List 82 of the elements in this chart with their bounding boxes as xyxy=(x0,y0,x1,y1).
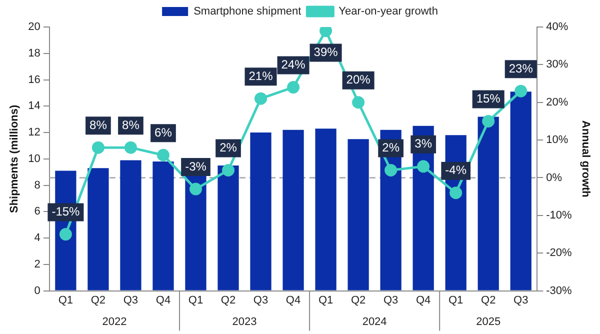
point xyxy=(482,114,495,128)
y2-tick-label: -30% xyxy=(546,284,572,297)
bar xyxy=(250,132,272,290)
data-label: -4% xyxy=(445,163,467,178)
x-tick-label: Q3 xyxy=(383,294,398,306)
point xyxy=(287,81,300,94)
x-tick-label: Q2 xyxy=(481,294,496,306)
bar xyxy=(478,116,499,290)
point xyxy=(320,27,332,38)
bar xyxy=(88,168,109,290)
y2-tick-label: 10% xyxy=(546,134,568,146)
bar xyxy=(510,92,532,290)
data-label: 21% xyxy=(248,68,274,83)
point xyxy=(417,160,430,173)
point xyxy=(254,92,268,105)
x-tick-label: Q2 xyxy=(350,294,366,306)
text: 2023 xyxy=(232,316,257,328)
point xyxy=(59,228,72,241)
y2-tick-label: -10% xyxy=(546,209,572,222)
data-label: 24% xyxy=(281,58,306,72)
y-tick-label: 18 xyxy=(28,47,40,60)
bar xyxy=(282,130,304,290)
data-label: 23% xyxy=(508,61,534,76)
data-label: 39% xyxy=(314,45,338,60)
text: 2022 xyxy=(102,316,127,328)
x-tick-label: Q2 xyxy=(220,294,236,306)
y-tick-label: 20 xyxy=(28,21,40,34)
x-tick-label: Q4 xyxy=(156,294,171,306)
text: 2025 xyxy=(476,316,501,328)
point xyxy=(450,186,462,200)
y-tick-label: 10 xyxy=(28,152,40,165)
x-tick-label: Q3 xyxy=(514,294,528,306)
point xyxy=(384,164,398,176)
y-axis-title: Shipments (millions) xyxy=(8,104,21,213)
y-tick-label: 16 xyxy=(28,74,40,86)
y-tick-label: 6 xyxy=(34,206,40,218)
point xyxy=(189,182,202,196)
data-label: 20% xyxy=(346,72,371,87)
legend-label: Smartphone shipment xyxy=(194,6,302,18)
text: 2024 xyxy=(362,316,387,328)
data-label: 3% xyxy=(414,136,432,151)
x-tick-label: Q3 xyxy=(253,294,268,306)
x-tick-label: Q4 xyxy=(416,294,431,306)
y-tick-label: 14 xyxy=(28,100,40,112)
bar xyxy=(152,162,174,290)
x-tick-label: Q1 xyxy=(448,294,464,306)
data-label: -3% xyxy=(185,159,207,174)
point xyxy=(352,96,365,109)
data-label: 2% xyxy=(220,140,238,155)
y2-tick-label: 30% xyxy=(546,58,568,71)
x-tick-label: Q2 xyxy=(90,294,106,306)
y2-axis-title: Annual growth xyxy=(579,120,592,198)
y-tick-label: 0 xyxy=(34,284,40,297)
x-tick-label: Q1 xyxy=(58,294,74,306)
data-label: -15% xyxy=(52,204,80,219)
bar xyxy=(218,165,239,290)
data-label: 15% xyxy=(476,92,501,106)
y2-tick-label: 40% xyxy=(546,21,568,34)
point xyxy=(92,141,104,154)
data-label: 8% xyxy=(90,118,108,132)
data-label: 8% xyxy=(122,118,140,132)
point xyxy=(124,141,137,154)
y-tick-label: 8 xyxy=(34,179,40,192)
bar xyxy=(120,160,142,290)
y2-tick-label: -20% xyxy=(546,247,572,260)
point xyxy=(514,84,528,98)
y-tick-label: 12 xyxy=(28,126,40,139)
y-tick-label: 4 xyxy=(34,232,40,244)
data-label: 6% xyxy=(154,125,172,140)
bar xyxy=(315,128,336,290)
y-tick-label: 2 xyxy=(34,258,40,270)
x-tick-label: Q1 xyxy=(318,294,334,306)
x-tick-label: Q4 xyxy=(286,294,301,306)
bar xyxy=(348,139,369,290)
data-label: 2% xyxy=(382,140,400,155)
x-tick-label: Q1 xyxy=(188,294,204,306)
point xyxy=(222,164,235,176)
legend-label: Year-on-year growth xyxy=(338,6,438,18)
x-tick-label: Q3 xyxy=(123,294,138,306)
y2-tick-label: 20% xyxy=(546,96,568,108)
point xyxy=(156,148,170,162)
y2-tick-label: 0% xyxy=(546,172,562,184)
